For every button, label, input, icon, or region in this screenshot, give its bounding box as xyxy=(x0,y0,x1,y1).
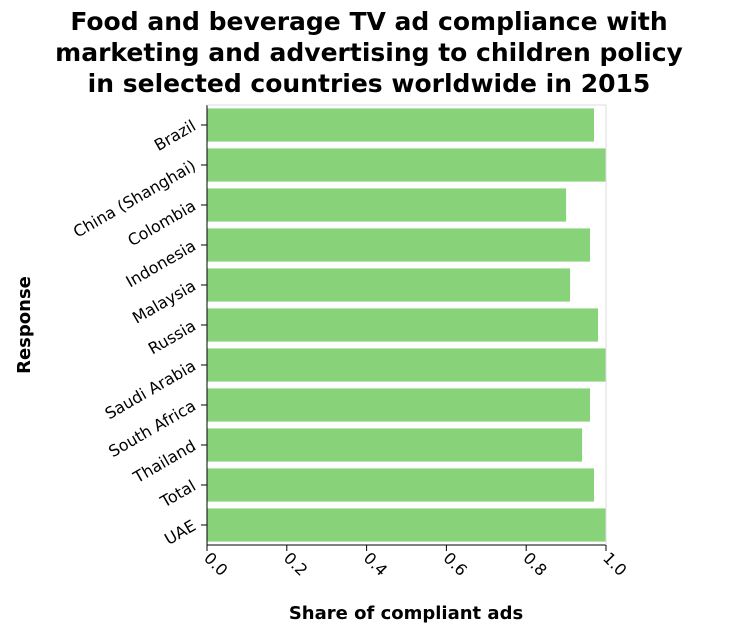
x-axis: 0.0 0.2 0.4 0.6 0.8 1.0 xyxy=(200,544,631,580)
x-tick-label: 0.6 xyxy=(440,548,471,579)
bar-malaysia xyxy=(207,268,571,302)
y-axis-label: Response xyxy=(14,276,35,374)
x-tick-label: 1.0 xyxy=(599,548,630,579)
chart-title-line-3: in selected countries worldwide in 2015 xyxy=(87,69,651,98)
bar-indonesia xyxy=(207,228,591,262)
bars-group xyxy=(207,108,606,542)
bar-thailand xyxy=(207,428,583,462)
x-tick-label: 0.0 xyxy=(200,548,231,579)
bar-total xyxy=(207,468,595,502)
x-tick-label: 0.8 xyxy=(519,548,550,579)
x-tick-label: 0.2 xyxy=(280,548,311,579)
bar-colombia xyxy=(207,188,567,222)
y-tick-label: UAE xyxy=(161,516,199,549)
chart-title-line-2: marketing and advertising to children po… xyxy=(55,38,683,67)
bar-china-shanghai xyxy=(207,148,606,182)
y-tick-label: Russia xyxy=(145,316,199,358)
bar-saudi-arabia xyxy=(207,348,606,382)
bar-russia xyxy=(207,308,599,342)
y-tick-label: Brazil xyxy=(151,116,199,155)
y-tick-label: Total xyxy=(156,476,199,512)
bar-brazil xyxy=(207,108,595,142)
x-tick-label: 0.4 xyxy=(360,548,391,579)
bar-uae xyxy=(207,508,606,542)
x-axis-label: Share of compliant ads xyxy=(289,603,523,624)
bar-south-africa xyxy=(207,388,591,422)
chart-title-line-1: Food and beverage TV ad compliance with xyxy=(70,7,668,36)
